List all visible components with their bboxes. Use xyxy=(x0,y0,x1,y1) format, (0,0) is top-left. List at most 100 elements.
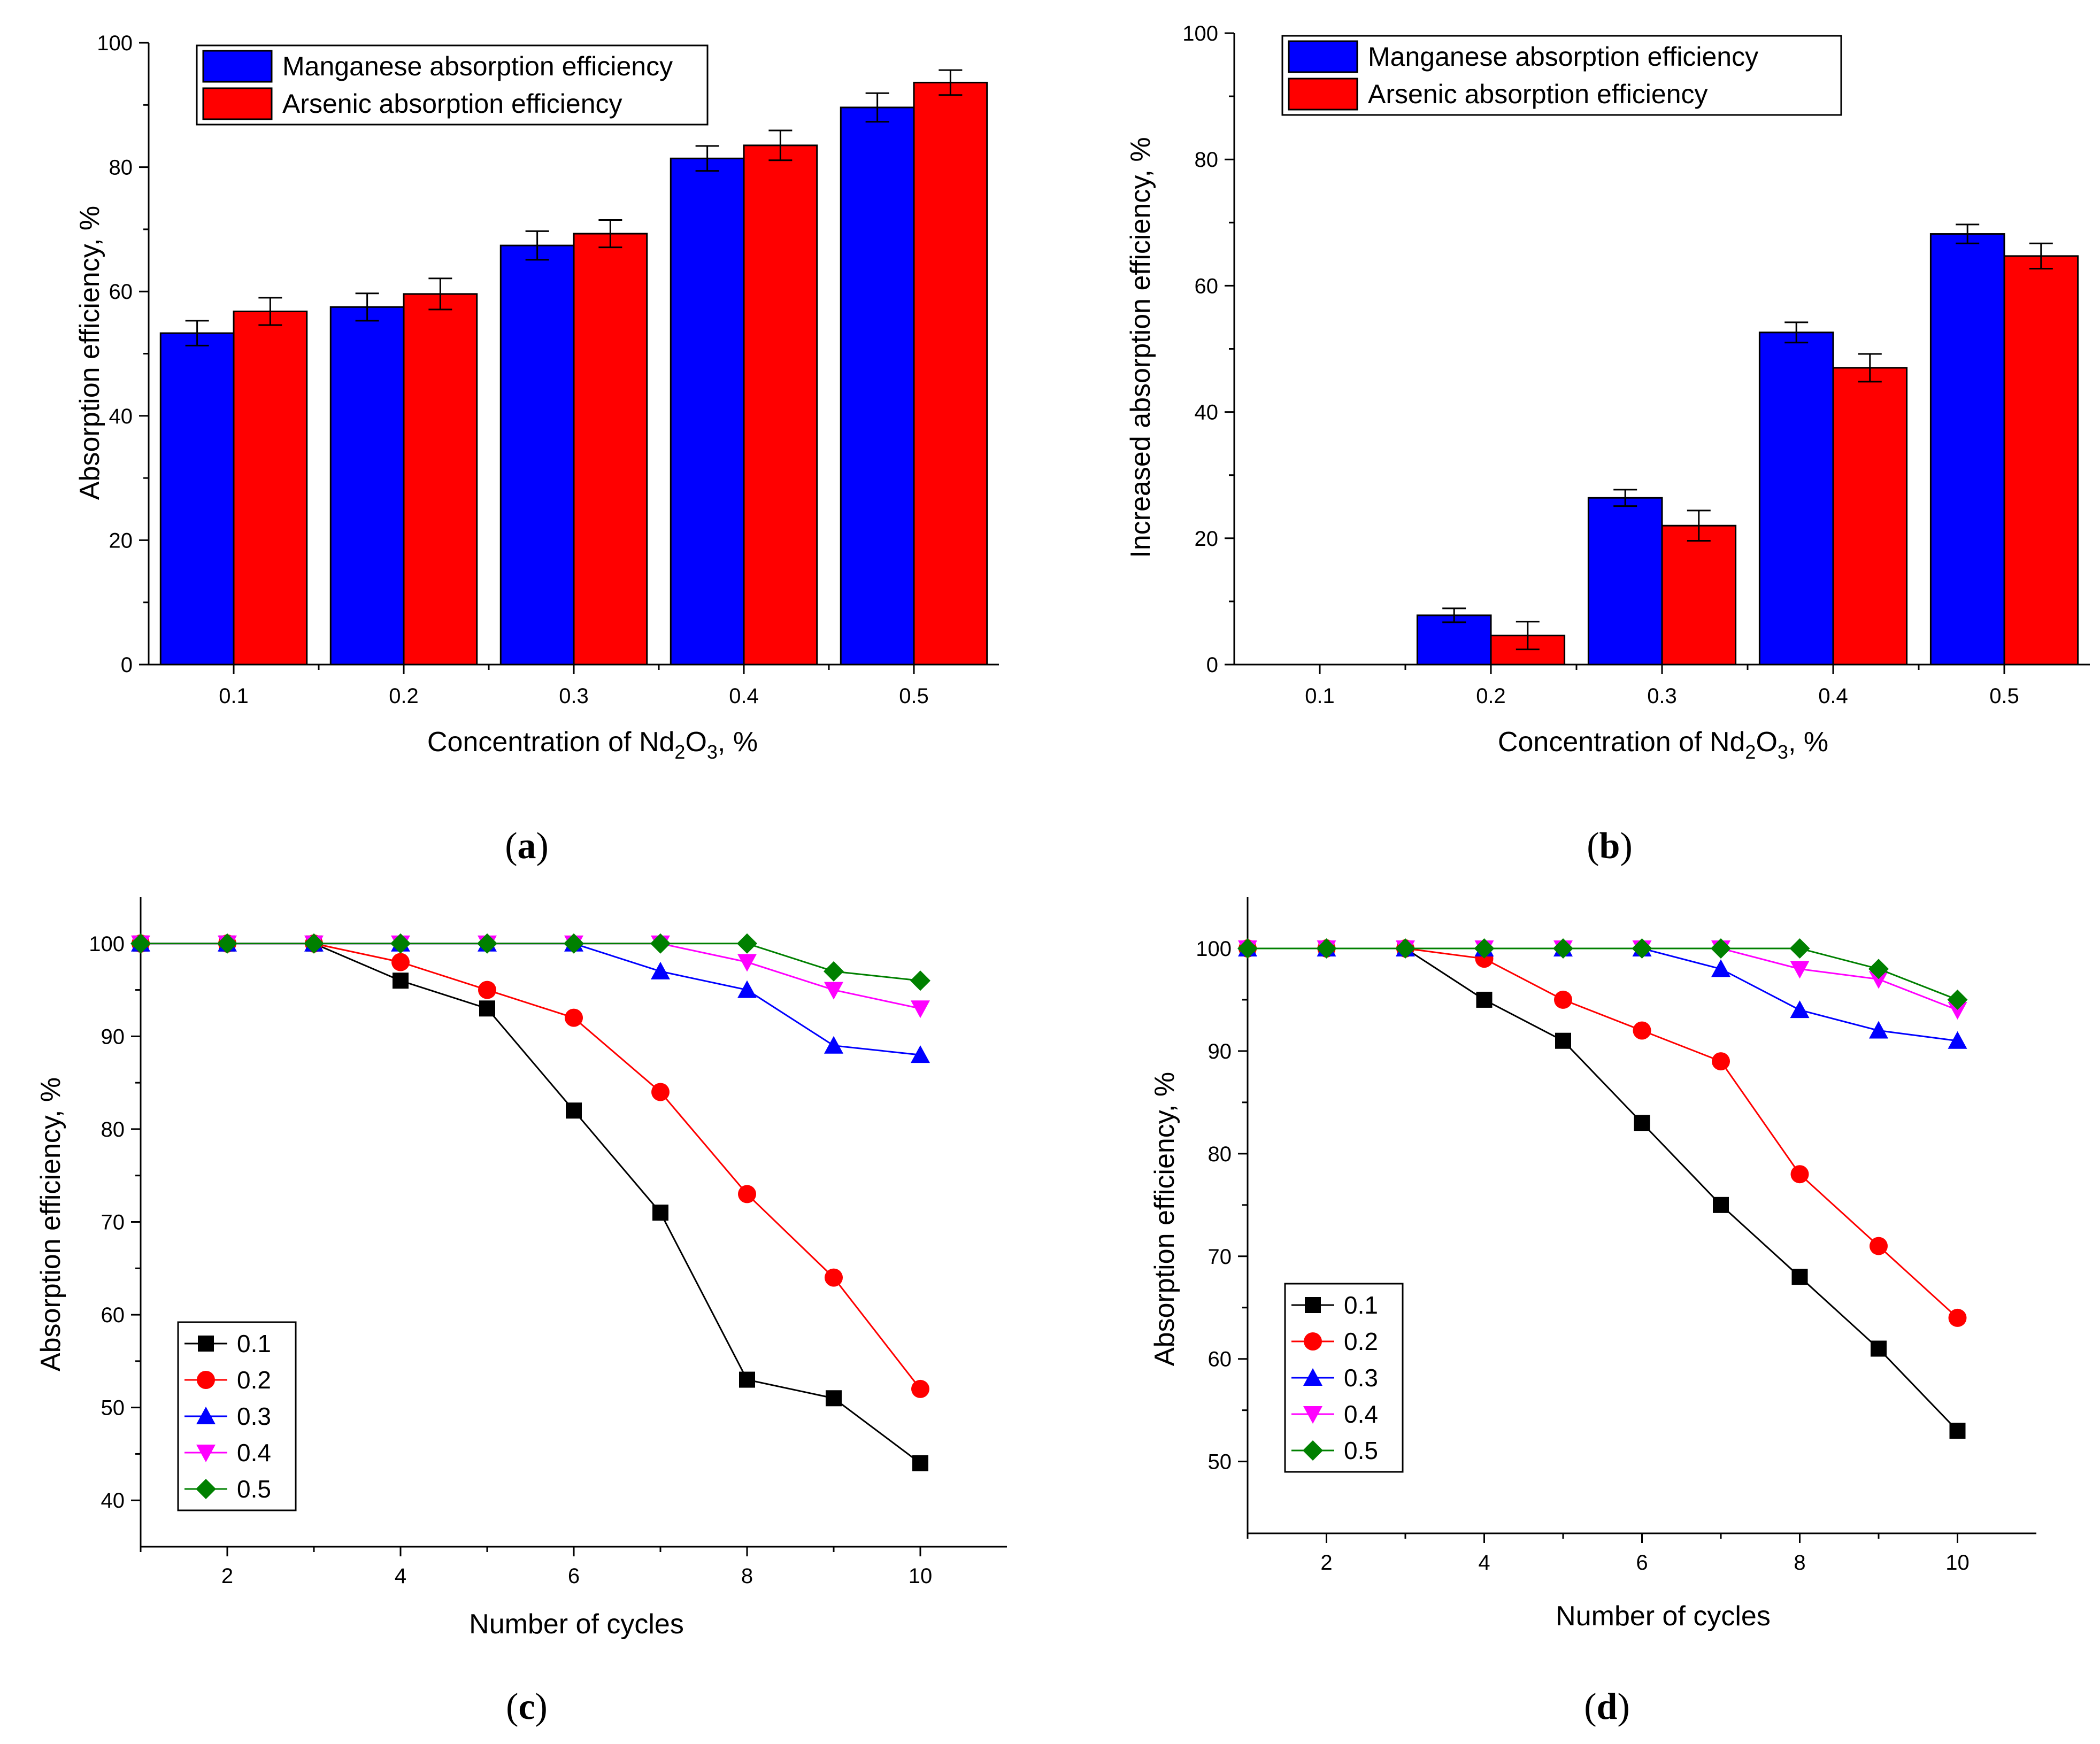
marker-triangle-up xyxy=(824,1036,843,1054)
marker-square xyxy=(393,973,409,989)
y-tick-label: 20 xyxy=(109,529,133,552)
y-tick-label: 80 xyxy=(1195,148,1219,172)
marker-square xyxy=(912,1455,928,1471)
x-axis-label-part: , % xyxy=(1788,727,1828,758)
x-tick-label: 10 xyxy=(1945,1551,1970,1575)
marker-diamond xyxy=(390,933,411,954)
bar-manganese xyxy=(1416,614,1492,666)
marker-triangle-up xyxy=(1303,1368,1322,1386)
x-axis-label-part: Concentration of Nd xyxy=(1498,727,1745,758)
y-tick-label: 90 xyxy=(101,1025,125,1048)
marker-diamond xyxy=(1474,938,1495,959)
y-axis-label: Absorption efficiency, % xyxy=(35,1077,66,1371)
x-tick-label: 0.4 xyxy=(1818,684,1848,708)
panel-b: 0 20 40 60 80 100 0.1 0.2 0.3 0.4 0.5 Manganese abs… xyxy=(1125,22,2090,867)
caption-paren: ) xyxy=(1617,1686,1629,1727)
bar-arsenic xyxy=(403,293,478,666)
x-tick-label: 0.1 xyxy=(1305,684,1335,708)
marker-circle xyxy=(738,1185,756,1203)
series-line-0.2 xyxy=(1248,947,1958,1319)
marker-triangle-down xyxy=(737,954,757,972)
marker-square xyxy=(1476,991,1493,1008)
x-tick-label: 4 xyxy=(395,1564,406,1588)
marker-circle xyxy=(651,1083,670,1101)
legend-swatch xyxy=(202,50,273,83)
marker-triangle-down xyxy=(1869,971,1888,989)
bar-manganese xyxy=(1587,497,1663,666)
marker-triangle-down xyxy=(1790,961,1810,979)
caption-paren: ( xyxy=(505,825,517,867)
marker-circle xyxy=(478,981,496,999)
legend-label: 0.5 xyxy=(237,1475,271,1503)
x-axis-label-part: Concentration of Nd xyxy=(427,727,675,758)
bar-arsenic xyxy=(573,233,648,666)
marker-diamond xyxy=(217,933,237,954)
caption-paren: ) xyxy=(536,825,549,867)
marker-square xyxy=(1634,1115,1650,1131)
x-tick-label: 2 xyxy=(1320,1551,1332,1575)
marker-triangle-up xyxy=(1869,1021,1888,1039)
x-tick-label: 8 xyxy=(741,1564,753,1588)
marker-circle xyxy=(565,1008,583,1027)
marker-square xyxy=(826,1390,842,1407)
panel-caption: (c) xyxy=(506,1686,548,1727)
y-tick-label: 100 xyxy=(89,932,125,956)
marker-diamond xyxy=(130,933,151,954)
panel-a: 0 20 40 60 80 100 0.1 0.2 0.3 0.4 0.5 Manganese abs… xyxy=(74,32,999,867)
y-tick-label: 50 xyxy=(1208,1450,1232,1474)
y-axis-label: Absorption efficiency, % xyxy=(1149,1072,1180,1366)
y-tick-label: 0 xyxy=(121,653,133,677)
y-tick-label: 100 xyxy=(1182,22,1218,45)
x-axis-label: Number of cycles xyxy=(469,1609,684,1640)
panel-caption: (b) xyxy=(1587,825,1633,867)
y-tick-label: 60 xyxy=(1208,1348,1232,1371)
series-line-0.4 xyxy=(1248,947,1958,1011)
legend-label: Manganese absorption efficiency xyxy=(1368,42,1758,72)
y-tick-label: 80 xyxy=(109,156,133,180)
x-tick-label: 0.2 xyxy=(389,684,419,708)
marker-circle xyxy=(1304,1332,1322,1351)
marker-diamond xyxy=(564,933,584,954)
legend-label: 0.4 xyxy=(1344,1400,1378,1428)
y-tick-label: 60 xyxy=(109,280,133,304)
marker-circle xyxy=(1554,990,1572,1009)
marker-diamond xyxy=(1395,938,1416,959)
x-tick-label: 0.3 xyxy=(559,684,589,708)
series-line-0.5 xyxy=(141,943,921,982)
bar-manganese xyxy=(840,106,915,666)
marker-circle xyxy=(825,1268,843,1287)
series-line-0.5 xyxy=(1248,947,1958,1001)
y-tick-label: 60 xyxy=(101,1303,125,1327)
marker-circle xyxy=(1790,1165,1809,1184)
marker-square xyxy=(1949,1423,1966,1439)
legend-label: 0.2 xyxy=(1344,1328,1378,1355)
marker-diamond xyxy=(196,1479,216,1499)
marker-diamond xyxy=(1711,938,1731,959)
legend-label: 0.4 xyxy=(237,1439,271,1467)
x-tick-label: 6 xyxy=(568,1564,580,1588)
marker-triangle-up xyxy=(651,961,670,979)
marker-triangle-down xyxy=(824,982,843,1000)
marker-diamond xyxy=(910,970,930,991)
bar-arsenic xyxy=(1661,524,1737,666)
legend-swatch xyxy=(1288,40,1358,73)
series-line-0.3 xyxy=(141,943,921,1056)
marker-triangle-up xyxy=(737,980,757,998)
marker-triangle-down xyxy=(1303,1406,1322,1424)
marker-triangle-up xyxy=(1948,1031,1967,1049)
marker-square xyxy=(739,1371,755,1388)
marker-diamond xyxy=(304,933,324,954)
caption-paren: ) xyxy=(535,1686,548,1727)
caption-letter: b xyxy=(1599,825,1620,867)
y-tick-label: 80 xyxy=(1208,1143,1232,1166)
marker-triangle-up xyxy=(911,1045,930,1063)
x-axis-label-subscript: 2 xyxy=(674,741,685,763)
y-axis-label: Absorption efficiency, % xyxy=(74,206,105,500)
marker-circle xyxy=(1633,1021,1651,1040)
legend-swatch xyxy=(202,87,273,120)
marker-square xyxy=(652,1205,668,1221)
legend-swatch xyxy=(1288,78,1358,111)
legend-label: 0.3 xyxy=(1344,1364,1378,1392)
marker-circle xyxy=(391,953,410,971)
